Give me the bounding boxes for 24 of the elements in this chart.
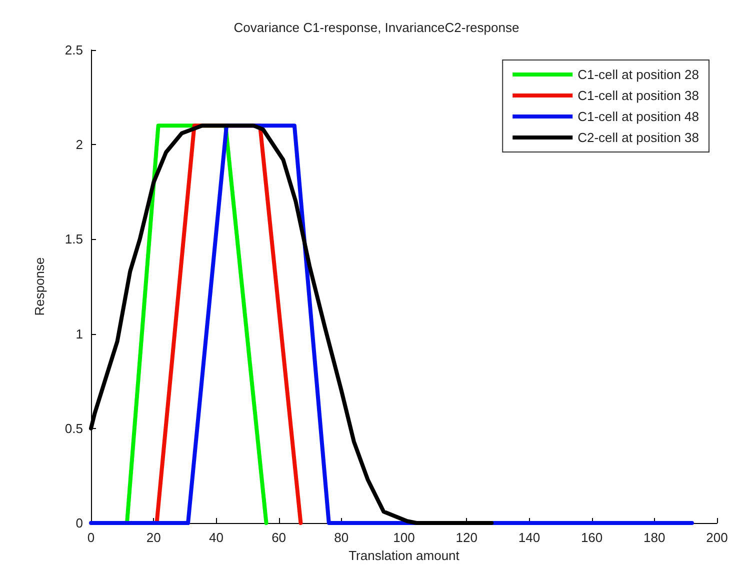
legend-label: C1-cell at position 38: [578, 88, 700, 103]
x-tick-label: 0: [87, 530, 95, 545]
y-axis-title: Response: [32, 257, 47, 316]
y-tick-label: 1: [76, 326, 83, 342]
legend-label: C2-cell at position 38: [578, 130, 700, 145]
y-tick-label: 0: [76, 516, 83, 530]
legend-label: C1-cell at position 48: [578, 109, 700, 124]
y-tick-label: 2: [76, 137, 83, 152]
x-tick-label: 180: [644, 530, 666, 545]
chart-title: Covariance C1-response, InvarianceC2-response: [234, 20, 520, 35]
x-tick-label: 80: [334, 530, 349, 545]
y-tick-label: 0.5: [64, 420, 83, 436]
x-tick-label: 20: [146, 530, 161, 545]
y-tick-label: 2.5: [64, 42, 83, 58]
x-axis-title: Translation amount: [348, 548, 460, 563]
x-tick-label: 160: [580, 530, 603, 545]
x-tick-label: 120: [456, 530, 478, 545]
x-tick-label: 40: [208, 530, 224, 545]
y-tick-label: 1.5: [64, 232, 83, 247]
x-tick-label: 140: [518, 530, 540, 545]
x-tick-label: 200: [706, 530, 728, 545]
legend-label: C1-cell at position 28: [578, 67, 700, 82]
x-tick-label: 60: [272, 530, 286, 545]
x-tick-label: 100: [393, 530, 415, 545]
